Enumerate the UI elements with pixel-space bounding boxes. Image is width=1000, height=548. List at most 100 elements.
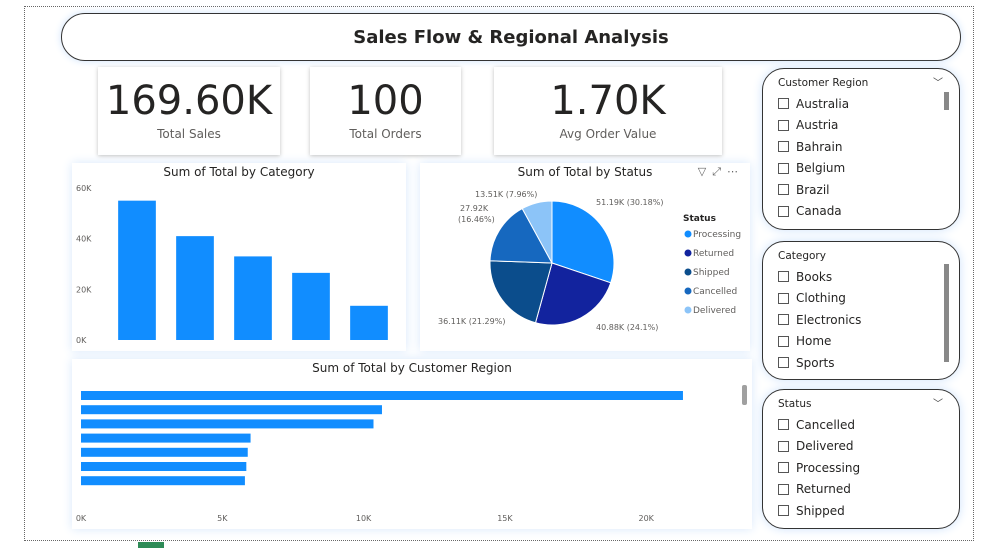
slicer-option[interactable]: Electronics <box>778 309 945 331</box>
checkbox[interactable] <box>778 271 789 283</box>
bar <box>81 462 247 471</box>
slicer-option[interactable]: Returned <box>778 479 945 501</box>
data-label: 13.51K (7.96%) <box>475 190 537 199</box>
slicer-scrollbar[interactable] <box>944 92 949 110</box>
slicer-header: Status ﹀ <box>778 398 945 414</box>
checkbox[interactable] <box>778 440 789 452</box>
slicer-option[interactable]: Australia <box>778 93 945 115</box>
checkbox[interactable] <box>778 462 789 474</box>
data-label: (16.46%) <box>458 215 495 224</box>
slicer-header: Category <box>778 250 945 266</box>
kpi-label: Total Sales <box>157 127 221 141</box>
slicer-option-label: Brazil <box>796 182 830 197</box>
focus-mode-icon[interactable]: ⤢ <box>712 165 727 178</box>
bar <box>176 236 214 340</box>
legend-label: Cancelled <box>693 287 737 297</box>
slicer-option[interactable]: Austria <box>778 115 945 137</box>
more-options-icon[interactable]: ⋯ <box>727 165 744 178</box>
slicer-option[interactable]: Clothing <box>778 288 945 310</box>
slicer-option-label: Canada <box>796 204 842 219</box>
region-bar-chart[interactable]: Sum of Total by Customer Region 0K 5K 10K 1… <box>72 359 752 529</box>
checkbox[interactable] <box>778 419 789 431</box>
bar <box>81 433 251 443</box>
chevron-down-icon[interactable]: ﹀ <box>933 399 943 410</box>
checkbox[interactable] <box>778 205 789 217</box>
legend-marker <box>684 306 692 314</box>
chevron-down-icon[interactable]: ﹀ <box>933 78 943 89</box>
legend-marker <box>684 268 692 276</box>
slicer-option-label: Clothing <box>796 291 846 306</box>
checkbox[interactable] <box>778 162 789 174</box>
slicer-option[interactable]: Home <box>778 331 945 353</box>
kpi-total-sales[interactable]: 169.60K Total Sales <box>98 67 280 155</box>
slicer-option-label: Belgium <box>796 161 846 176</box>
region-chart-svg: 0K 5K 10K 15K 20K <box>76 391 683 523</box>
checkbox[interactable] <box>778 314 789 326</box>
slicer-items: Cancelled Delivered Processing Returned Ship… <box>778 414 945 522</box>
slicer-option-label: Sports <box>796 355 835 370</box>
slicer-option[interactable]: Sports <box>778 352 945 374</box>
x-tick-label: 20K <box>638 514 654 523</box>
category-slicer: Category Books Clothing Electronics Home Spo… <box>762 241 960 380</box>
filter-icon[interactable]: ▽ <box>697 165 713 178</box>
checkbox[interactable] <box>778 98 789 110</box>
slicer-option[interactable]: Shipped <box>778 500 945 522</box>
category-chart-svg: 0K 20K 40K 60K <box>76 184 388 345</box>
slicer-title: Status <box>778 398 812 410</box>
chart-title: Sum of Total by Customer Region <box>312 361 512 375</box>
data-label: 36.11K (21.29%) <box>438 317 505 326</box>
checkbox[interactable] <box>778 141 789 153</box>
category-bar-chart[interactable]: Sum of Total by Category 0K 20K 40K 60K <box>72 163 406 351</box>
slicer-option-label: Cancelled <box>796 417 855 432</box>
x-tick-label: 0K <box>76 514 87 523</box>
kpi-avg-order-value[interactable]: 1.70K Avg Order Value <box>494 67 722 155</box>
checkbox[interactable] <box>778 292 789 304</box>
slicer-option-label: Delivered <box>796 439 854 454</box>
slicer-option-label: Processing <box>796 460 861 475</box>
pie-slice <box>489 207 553 264</box>
data-label: 40.88K (24.1%) <box>596 323 658 332</box>
report-title-text: Sales Flow & Regional Analysis <box>353 26 669 48</box>
slicer-scrollbar[interactable] <box>944 264 949 362</box>
x-tick-label: 15K <box>497 514 513 523</box>
kpi-value: 100 <box>347 78 424 124</box>
checkbox[interactable] <box>778 505 789 517</box>
pie-slice <box>551 200 615 284</box>
slicer-title: Customer Region <box>778 77 869 89</box>
page-tab-indicator <box>138 542 164 548</box>
slicer-option-label: Returned <box>796 482 851 497</box>
slicer-header: Customer Region ﹀ <box>778 77 945 93</box>
data-label: 51.19K (30.18%) <box>596 198 663 207</box>
slicer-option-label: Austria <box>796 118 839 133</box>
status-pie-chart[interactable]: Sum of Total by Status ▽⤢⋯ 51.19K (30.18… <box>420 163 750 351</box>
slicer-option[interactable]: Canada <box>778 201 945 223</box>
y-tick-label: 60K <box>76 184 92 193</box>
bar <box>118 200 156 340</box>
slicer-option[interactable]: Belgium <box>778 158 945 180</box>
kpi-label: Total Orders <box>349 127 422 141</box>
chart-scrollbar[interactable] <box>742 385 747 405</box>
slicer-option-label: Home <box>796 334 832 349</box>
customer-region-slicer: Customer Region ﹀ Australia Austria Bahrai… <box>762 68 960 230</box>
kpi-value: 169.60K <box>105 78 273 124</box>
x-tick-label: 5K <box>217 514 228 523</box>
checkbox[interactable] <box>778 483 789 495</box>
slicer-items: Books Clothing Electronics Home Sports <box>778 266 945 374</box>
slicer-option[interactable]: Brazil <box>778 179 945 201</box>
slicer-items: Australia Austria Bahrain Belgium Brazil Cana… <box>778 93 945 222</box>
bar <box>81 419 374 429</box>
slicer-option[interactable]: Books <box>778 266 945 288</box>
slicer-option[interactable]: Processing <box>778 457 945 479</box>
slicer-option[interactable]: Delivered <box>778 436 945 458</box>
bar <box>81 405 382 415</box>
slicer-option[interactable]: Bahrain <box>778 136 945 158</box>
y-tick-label: 40K <box>76 235 92 244</box>
y-tick-label: 0K <box>76 336 87 345</box>
checkbox[interactable] <box>778 357 789 369</box>
checkbox[interactable] <box>778 119 789 131</box>
checkbox[interactable] <box>778 184 789 196</box>
slicer-option[interactable]: Cancelled <box>778 414 945 436</box>
checkbox[interactable] <box>778 335 789 347</box>
report-title: Sales Flow & Regional Analysis <box>61 13 961 61</box>
kpi-total-orders[interactable]: 100 Total Orders <box>310 67 461 155</box>
